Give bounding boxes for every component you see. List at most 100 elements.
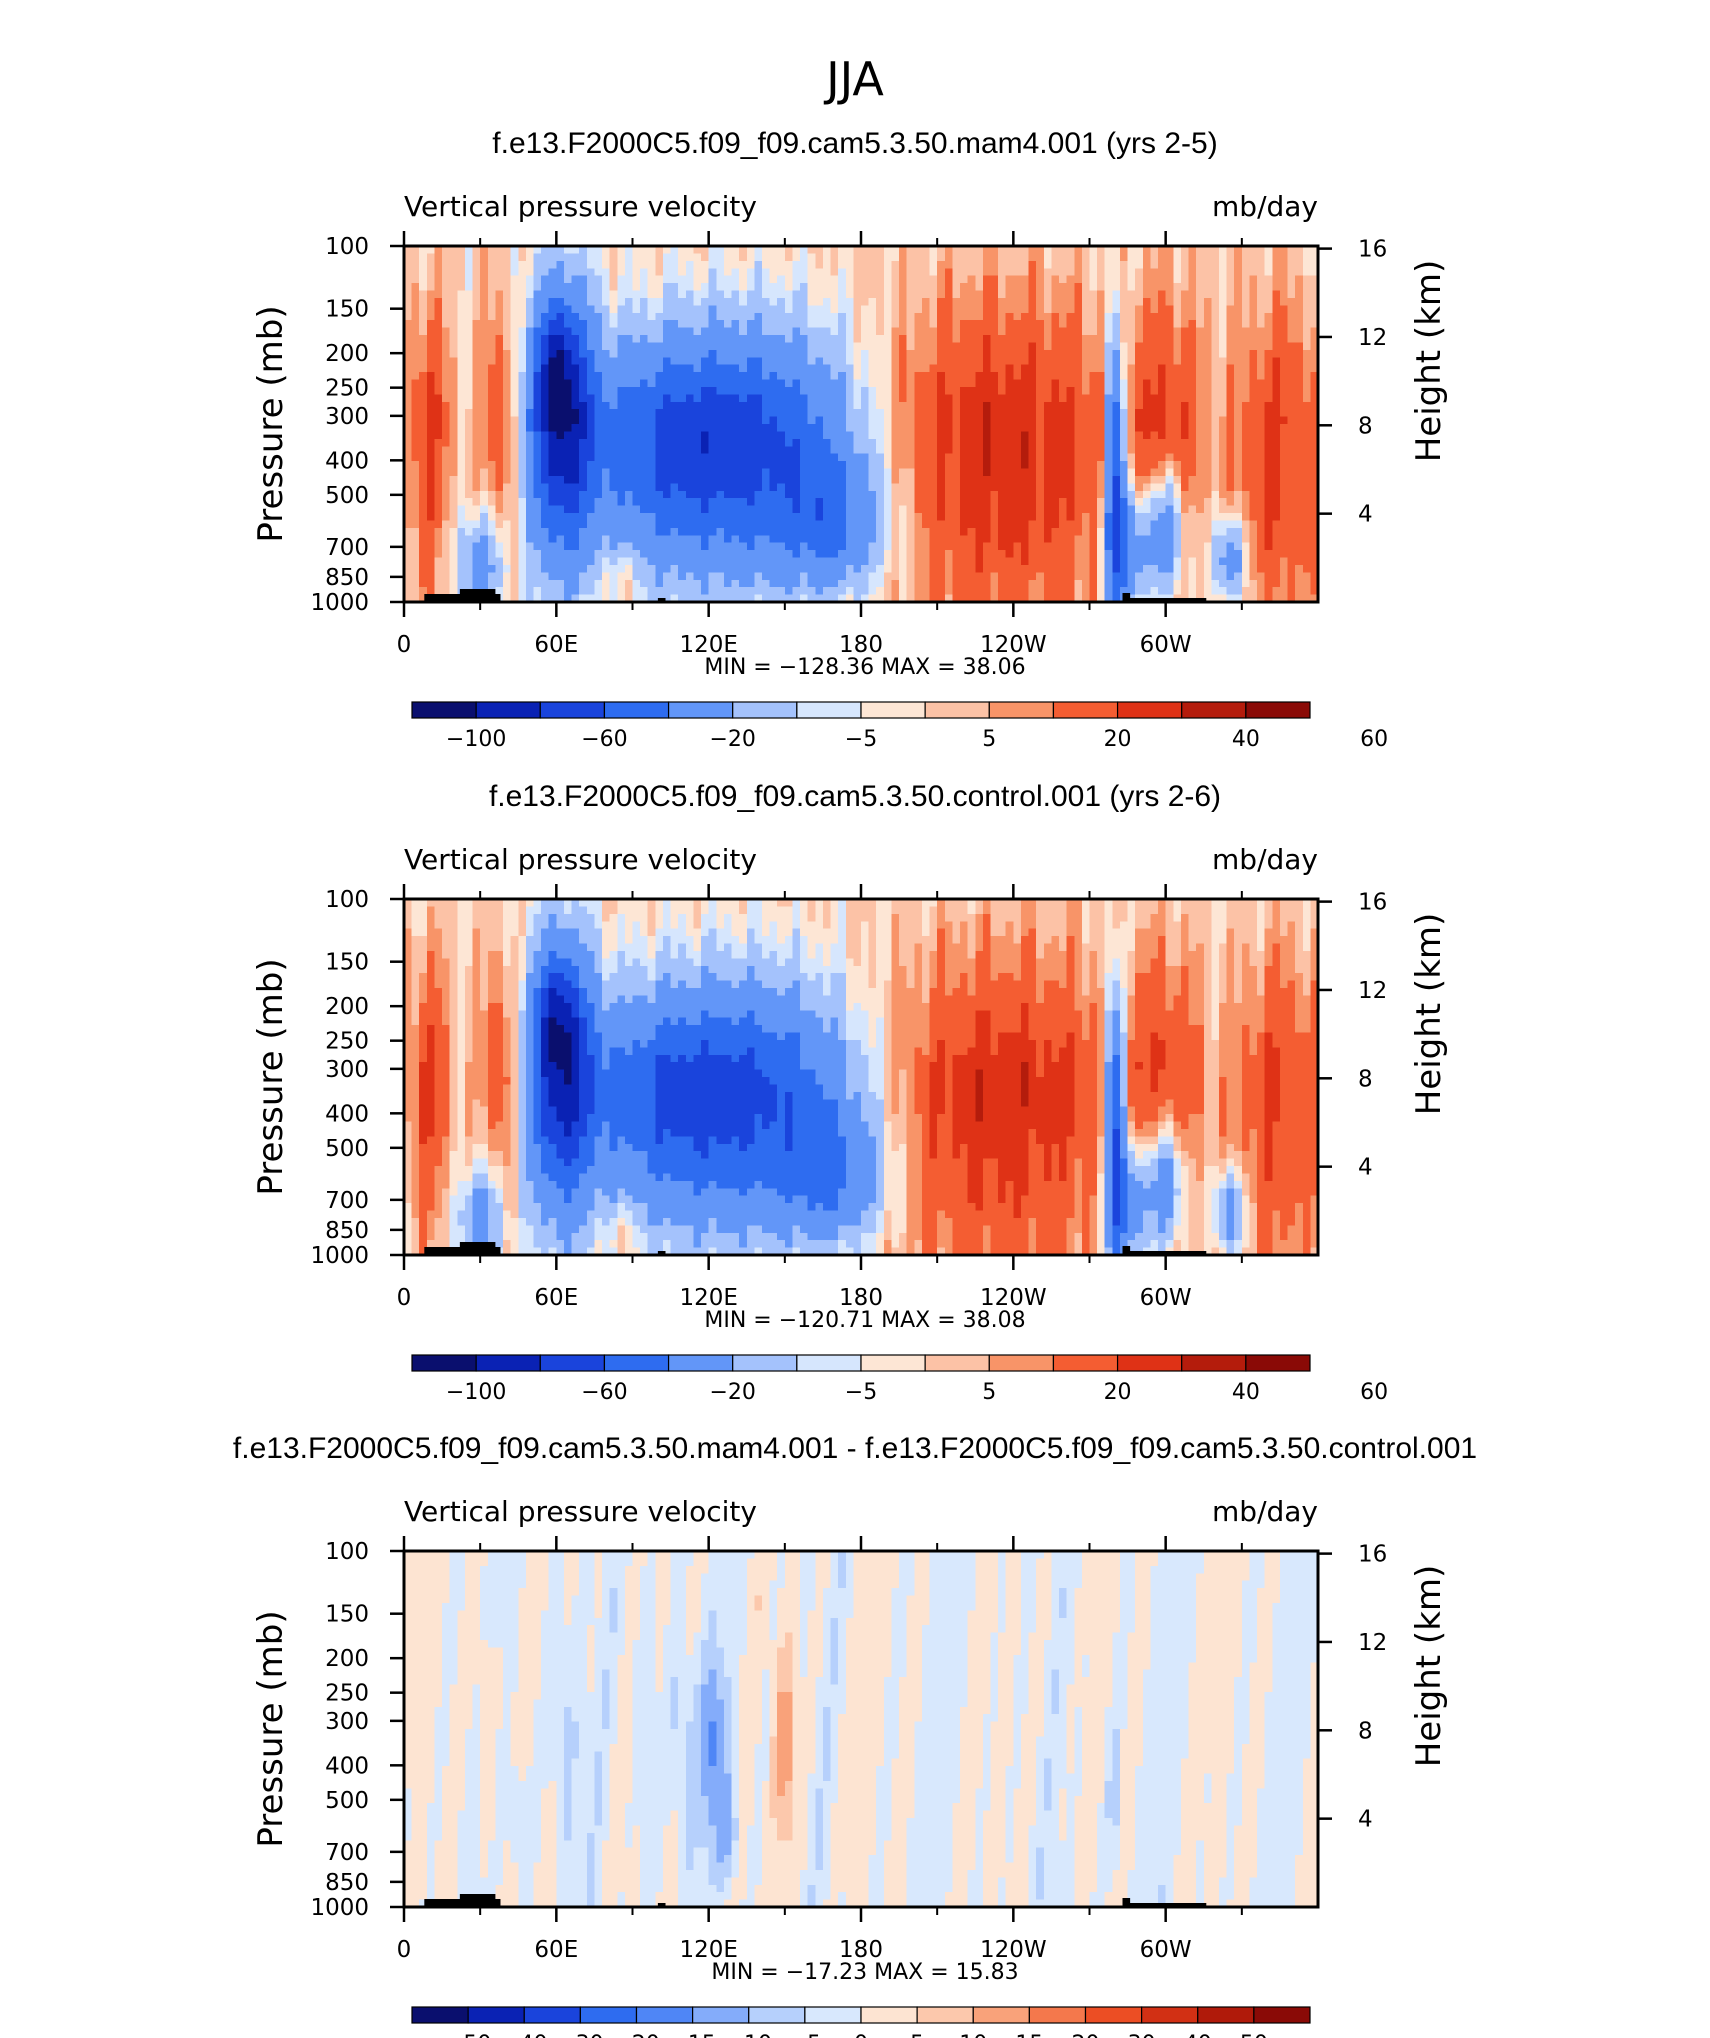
contour-cell — [510, 520, 519, 529]
contour-cell — [868, 349, 877, 358]
contour-cell — [1295, 394, 1304, 403]
contour-cell — [411, 431, 420, 440]
contour-cell — [1142, 342, 1152, 351]
contour-cell — [815, 475, 824, 484]
contour-cell — [1097, 527, 1106, 536]
contour-cell — [891, 431, 900, 440]
contour-cell — [952, 424, 961, 433]
contour-cell — [967, 542, 976, 551]
contour-cell — [853, 527, 862, 536]
contour-cell — [404, 312, 413, 321]
contour-cell — [1196, 513, 1205, 522]
contour-cell — [1066, 475, 1075, 484]
contour-cell — [1257, 260, 1266, 269]
contour-cell — [937, 275, 946, 284]
contour-cell — [434, 297, 443, 306]
contour-cell — [746, 335, 755, 344]
contour-cell — [967, 394, 976, 403]
contour-cell — [1028, 283, 1037, 292]
contour-cell — [807, 535, 816, 544]
contour-cell — [723, 498, 733, 507]
contour-cell — [899, 260, 908, 269]
contour-cell — [1211, 290, 1220, 299]
contour-cell — [784, 253, 794, 262]
contour-cell — [815, 275, 824, 284]
contour-cell — [579, 446, 588, 455]
contour-cell — [480, 550, 489, 559]
contour-cell — [731, 483, 740, 492]
contour-cell — [1180, 498, 1190, 507]
contour-cell — [1249, 253, 1258, 262]
contour-cell — [510, 483, 519, 492]
contour-cell — [525, 312, 535, 321]
contour-cell — [1165, 379, 1174, 388]
contour-cell — [975, 320, 984, 329]
contour-cell — [937, 253, 946, 262]
contour-cell — [464, 342, 474, 351]
contour-cell — [1081, 394, 1091, 403]
contour-cell — [868, 409, 877, 418]
contour-cell — [586, 305, 596, 314]
contour-cell — [602, 260, 611, 269]
contour-cell — [1165, 335, 1174, 344]
contour-cell — [1059, 483, 1068, 492]
contour-cell — [944, 490, 953, 499]
contour-cell — [533, 505, 542, 514]
contour-cell — [1142, 401, 1152, 410]
contour-cell — [1074, 327, 1083, 336]
contour-cell — [739, 520, 748, 529]
contour-cell — [510, 335, 519, 344]
contour-cell — [1043, 475, 1053, 484]
contour-cell — [442, 327, 451, 336]
contour-cell — [579, 327, 588, 336]
contour-cell — [708, 438, 717, 447]
contour-cell — [1142, 312, 1152, 321]
contour-cell — [1241, 483, 1251, 492]
contour-cell — [617, 275, 626, 284]
contour-cell — [1165, 246, 1174, 255]
contour-cell — [975, 416, 984, 425]
contour-cell — [937, 542, 946, 551]
contour-cell — [548, 431, 557, 440]
contour-cell — [921, 409, 931, 418]
contour-cell — [1234, 490, 1243, 499]
contour-cell — [594, 513, 603, 522]
contour-cell — [1112, 335, 1121, 344]
contour-cell — [1310, 483, 1319, 492]
contour-cell — [464, 260, 474, 269]
contour-cell — [891, 357, 900, 366]
contour-cell — [533, 357, 542, 366]
contour-cell — [449, 357, 458, 366]
contour-cell — [1043, 290, 1053, 299]
panel-variable-label: Vertical pressure velocity — [404, 190, 757, 223]
contour-cell — [487, 349, 496, 358]
contour-cell — [891, 498, 900, 507]
contour-cell — [525, 483, 535, 492]
contour-cell — [1218, 290, 1228, 299]
contour-cell — [739, 431, 748, 440]
contour-cell — [975, 283, 984, 292]
contour-cell — [701, 253, 710, 262]
contour-cell — [754, 535, 763, 544]
contour-cell — [967, 379, 976, 388]
contour-cell — [1059, 513, 1068, 522]
contour-cell — [449, 431, 458, 440]
contour-cell — [1264, 490, 1273, 499]
contour-cell — [518, 260, 527, 269]
contour-cell — [525, 542, 535, 551]
contour-cell — [921, 290, 931, 299]
contour-cell — [1097, 386, 1106, 395]
contour-cell — [594, 290, 603, 299]
contour-cell — [883, 335, 893, 344]
contour-cell — [1218, 424, 1228, 433]
contour-cell — [1272, 364, 1281, 373]
contour-cell — [1097, 342, 1106, 351]
contour-cell — [678, 475, 687, 484]
contour-cell — [1104, 475, 1113, 484]
contour-cell — [480, 520, 489, 529]
contour-cell — [411, 446, 420, 455]
contour-cell — [1287, 424, 1296, 433]
contour-cell — [1127, 327, 1136, 336]
contour-cell — [411, 505, 420, 514]
contour-cell — [426, 342, 436, 351]
